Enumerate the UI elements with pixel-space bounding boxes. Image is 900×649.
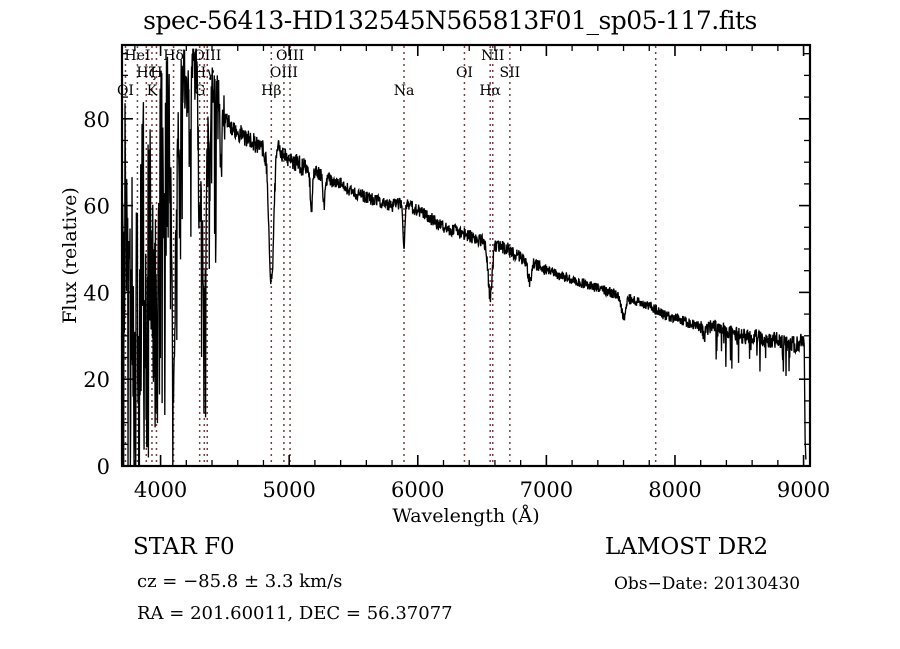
svg-text:Wavelength (Å): Wavelength (Å) xyxy=(392,505,539,527)
plot-frame xyxy=(120,43,812,468)
observation-date: Obs−Date: 20130430 xyxy=(614,574,801,594)
svg-text:OI: OI xyxy=(117,83,134,99)
svg-text:Na: Na xyxy=(394,83,415,99)
svg-text:OIII: OIII xyxy=(193,48,221,64)
svg-text:0: 0 xyxy=(97,455,110,479)
svg-text:K: K xyxy=(147,83,158,99)
spectrum-trace xyxy=(123,48,807,465)
sky-coordinates: RA = 201.60011, DEC = 56.37077 xyxy=(137,603,453,624)
svg-text:OIII: OIII xyxy=(276,48,304,64)
svg-text:OIII: OIII xyxy=(270,65,298,81)
svg-text:Hζ: Hζ xyxy=(136,65,156,81)
axis-tick-labels: 4000 5000 6000 7000 8000 9000 0 20 40 60 80 xyxy=(83,108,830,502)
svg-text:NII: NII xyxy=(481,48,504,64)
redshift-velocity: cz = −85.8 ± 3.3 km/s xyxy=(137,571,343,592)
svg-text:4000: 4000 xyxy=(134,478,187,502)
survey-name: LAMOST DR2 xyxy=(605,534,769,560)
page-title: spec-56413-HD132545N565813F01_sp05-117.f… xyxy=(143,6,757,35)
svg-text:Hβ: Hβ xyxy=(261,83,281,99)
svg-text:Flux (relative): Flux (relative) xyxy=(59,187,81,324)
svg-text:20: 20 xyxy=(83,368,110,392)
svg-text:Hα: Hα xyxy=(479,83,501,99)
axis-titles: Wavelength (Å) Flux (relative) xyxy=(59,187,540,527)
svg-text:5000: 5000 xyxy=(262,478,315,502)
axis-ticks xyxy=(122,45,810,467)
svg-text:H: H xyxy=(150,65,162,81)
svg-text:Hγ: Hγ xyxy=(194,65,215,81)
svg-text:OI: OI xyxy=(456,65,473,81)
svg-text:7000: 7000 xyxy=(520,478,573,502)
svg-text:SII: SII xyxy=(500,65,521,81)
object-classification: STAR F0 xyxy=(133,534,235,560)
svg-text:9000: 9000 xyxy=(777,478,830,502)
svg-text:8000: 8000 xyxy=(648,478,701,502)
svg-text:40: 40 xyxy=(83,281,110,305)
svg-text:G: G xyxy=(194,83,205,99)
svg-text:Hδ: Hδ xyxy=(163,48,184,64)
svg-text:80: 80 xyxy=(83,108,110,132)
svg-text:HeI: HeI xyxy=(124,48,150,64)
svg-text:6000: 6000 xyxy=(391,478,444,502)
svg-text:60: 60 xyxy=(83,195,110,219)
